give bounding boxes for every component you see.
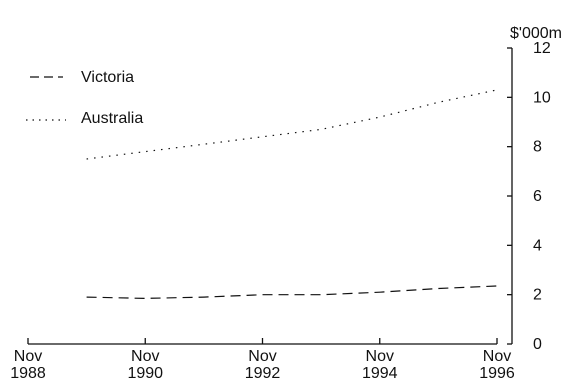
- y-tick-label: 2: [533, 287, 542, 304]
- x-tick-label-year: 1990: [127, 365, 163, 382]
- series-line-australia: [86, 89, 498, 160]
- legend-label-australia: Australia: [81, 110, 143, 127]
- y-tick-label: 6: [533, 188, 542, 205]
- y-tick-label: 0: [533, 336, 542, 353]
- x-tick-label-year: 1996: [479, 365, 515, 382]
- y-tick-label: 12: [533, 40, 551, 57]
- y-tick-label: 4: [533, 237, 542, 254]
- x-tick-label-year: 1988: [10, 365, 46, 382]
- x-tick-label-month: Nov: [366, 348, 394, 365]
- y-tick-label: 10: [533, 89, 551, 106]
- x-tick-label-month: Nov: [483, 348, 511, 365]
- legend: Victoria Australia: [26, 69, 143, 127]
- series-line-victoria: [86, 285, 498, 300]
- x-tick-label-year: 1992: [245, 365, 281, 382]
- axes: 024681012Nov1988Nov1990Nov1992Nov1994Nov…: [10, 40, 551, 382]
- x-tick-label-month: Nov: [131, 348, 159, 365]
- y-tick-label: 8: [533, 139, 542, 156]
- legend-label-victoria: Victoria: [81, 69, 134, 86]
- x-tick-label-year: 1994: [362, 365, 398, 382]
- x-tick-label-month: Nov: [248, 348, 276, 365]
- x-tick-label-month: Nov: [14, 348, 42, 365]
- y-axis-unit-label: $'000m: [510, 25, 562, 42]
- series-layer: [86, 89, 498, 300]
